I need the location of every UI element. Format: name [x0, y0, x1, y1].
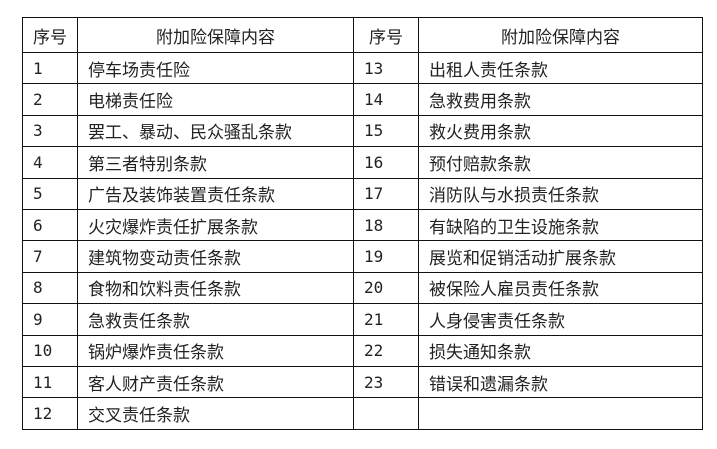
- cell-number: 13: [353, 51, 419, 85]
- cell-content: 急救费用条款: [418, 83, 703, 116]
- cell-number: 14: [353, 83, 419, 116]
- table-row: 7 建筑物变动责任条款 19 展览和促销活动扩展条款: [22, 240, 703, 273]
- cell-number: 22: [353, 334, 419, 367]
- table-row: 5 广告及装饰装置责任条款 17 消防队与水损责任条款: [22, 177, 703, 210]
- cell-content: 有缺陷的卫生设施条款: [418, 208, 703, 242]
- cell-content: 被保险人雇员责任条款: [418, 271, 703, 305]
- cell-content: 急救责任条款: [77, 303, 354, 336]
- cell-content: 人身侵害责任条款: [418, 303, 703, 336]
- cell-number: [353, 397, 419, 430]
- header-content-left: 附加险保障内容: [77, 17, 354, 53]
- header-no-left: 序号: [22, 17, 78, 53]
- rider-coverage-table: 序号 附加险保障内容 序号 附加险保障内容 1 停车场责任险 13 出租人责任条款 2 电…: [22, 17, 703, 430]
- cell-content: 锅炉爆炸责任条款: [77, 334, 354, 367]
- cell-number: 3: [22, 114, 78, 148]
- cell-number: 17: [353, 177, 419, 210]
- table-row: 6 火灾爆炸责任扩展条款 18 有缺陷的卫生设施条款: [22, 208, 703, 242]
- table-row: 10 锅炉爆炸责任条款 22 损失通知条款: [22, 334, 703, 367]
- header-no-right: 序号: [353, 17, 419, 53]
- cell-number: 16: [353, 146, 419, 179]
- cell-content: 停车场责任险: [77, 51, 354, 85]
- header-content-right: 附加险保障内容: [418, 17, 703, 53]
- cell-content: 救火费用条款: [418, 114, 703, 148]
- cell-content: 建筑物变动责任条款: [77, 240, 354, 273]
- cell-content: 交叉责任条款: [77, 397, 354, 430]
- cell-number: 10: [22, 334, 78, 367]
- cell-content: 损失通知条款: [418, 334, 703, 367]
- cell-number: 2: [22, 83, 78, 116]
- table-row: 9 急救责任条款 21 人身侵害责任条款: [22, 303, 703, 336]
- cell-content: 第三者特别条款: [77, 146, 354, 179]
- cell-content: 出租人责任条款: [418, 51, 703, 85]
- cell-number: 19: [353, 240, 419, 273]
- cell-number: 20: [353, 271, 419, 305]
- cell-number: 23: [353, 365, 419, 399]
- cell-number: 8: [22, 271, 78, 305]
- cell-number: 4: [22, 146, 78, 179]
- cell-number: 5: [22, 177, 78, 210]
- cell-number: 12: [22, 397, 78, 430]
- table-row: 4 第三者特别条款 16 预付赔款条款: [22, 146, 703, 179]
- cell-content: 错误和遗漏条款: [418, 365, 703, 399]
- header-row: 序号 附加险保障内容 序号 附加险保障内容: [22, 17, 703, 53]
- cell-content: 火灾爆炸责任扩展条款: [77, 208, 354, 242]
- cell-number: 18: [353, 208, 419, 242]
- cell-content: 预付赔款条款: [418, 146, 703, 179]
- cell-content: 客人财产责任条款: [77, 365, 354, 399]
- cell-number: 15: [353, 114, 419, 148]
- cell-number: 9: [22, 303, 78, 336]
- cell-number: 1: [22, 51, 78, 85]
- cell-number: 11: [22, 365, 78, 399]
- cell-number: 21: [353, 303, 419, 336]
- cell-content: [418, 397, 703, 430]
- cell-content: 广告及装饰装置责任条款: [77, 177, 354, 210]
- table-row: 2 电梯责任险 14 急救费用条款: [22, 83, 703, 116]
- table-row: 8 食物和饮料责任条款 20 被保险人雇员责任条款: [22, 271, 703, 305]
- cell-content: 展览和促销活动扩展条款: [418, 240, 703, 273]
- cell-content: 消防队与水损责任条款: [418, 177, 703, 210]
- table-row: 1 停车场责任险 13 出租人责任条款: [22, 51, 703, 85]
- table-row: 12 交叉责任条款: [22, 397, 703, 430]
- cell-number: 6: [22, 208, 78, 242]
- cell-content: 食物和饮料责任条款: [77, 271, 354, 305]
- cell-content: 电梯责任险: [77, 83, 354, 116]
- cell-number: 7: [22, 240, 78, 273]
- table-row: 3 罢工、暴动、民众骚乱条款 15 救火费用条款: [22, 114, 703, 148]
- cell-content: 罢工、暴动、民众骚乱条款: [77, 114, 354, 148]
- table-row: 11 客人财产责任条款 23 错误和遗漏条款: [22, 365, 703, 399]
